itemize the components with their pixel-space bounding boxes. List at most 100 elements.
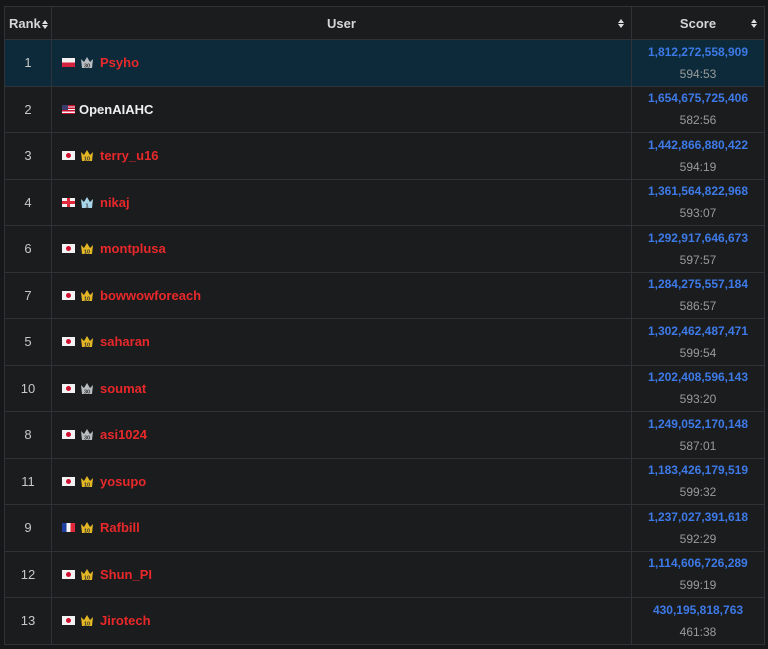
user-cell: 10 montplusa (51, 225, 632, 273)
submission-time: 594:19 (679, 159, 717, 174)
rank-cell: 11 (4, 457, 52, 505)
rating-crown-icon: 10 (81, 336, 93, 349)
rank-cell: 13 (4, 597, 52, 645)
score-cell: 1,654,675,725,406 582:56 (631, 85, 765, 133)
score-points[interactable]: 1,249,052,170,148 (647, 416, 749, 431)
crown-number: 30 (84, 436, 90, 442)
crown-number: 10 (84, 296, 90, 302)
flag-icon (62, 197, 75, 207)
table-row: 6 10 montplusa 1,292,917,646,673 597:57 (4, 225, 765, 273)
user-cell: 1 nikaj (51, 178, 632, 226)
score-header-label: Score (679, 15, 717, 31)
user-cell: 30 Psyho (51, 39, 632, 87)
sort-icon[interactable] (618, 19, 625, 28)
user-cell: OpenAIAHC (51, 85, 632, 133)
score-points[interactable]: 1,292,917,646,673 (647, 230, 749, 245)
rating-crown-icon: 10 (81, 243, 93, 256)
flag-icon (62, 569, 75, 579)
user-link[interactable]: terry_u16 (100, 148, 159, 164)
table-row: 4 1 nikaj 1,361,564,822,968 593:07 (4, 178, 765, 226)
sort-icon[interactable] (751, 19, 758, 28)
score-points[interactable]: 1,237,027,391,618 (647, 509, 749, 524)
rating-crown-icon: 10 (81, 568, 93, 581)
user-link[interactable]: Rafbill (100, 520, 140, 536)
submission-time: 593:07 (679, 206, 717, 221)
rating-crown-icon: 30 (81, 429, 93, 442)
user-cell: 30 asi1024 (51, 411, 632, 459)
flag-icon (62, 151, 75, 161)
submission-time: 586:57 (679, 299, 717, 314)
user-link[interactable]: yosupo (100, 473, 147, 489)
leaderboard-table: Rank User Score 1 30 Psyho 1,812,272,558… (4, 6, 765, 645)
user-header-label: User (327, 15, 356, 31)
crown-number: 30 (84, 389, 90, 395)
table-row: 8 30 asi1024 1,249,052,170,148 587:01 (4, 411, 765, 459)
crown-number: 30 (84, 64, 90, 70)
submission-time: 597:57 (679, 252, 717, 267)
user-cell: 10 Shun_PI (51, 550, 632, 598)
score-column-header[interactable]: Score (631, 6, 765, 40)
rating-crown-icon: 10 (81, 615, 93, 628)
user-cell: 10 Jirotech (51, 597, 632, 645)
rank-cell: 10 (4, 364, 52, 412)
user-link[interactable]: montplusa (100, 241, 166, 257)
table-row: 9 10 Rafbill 1,237,027,391,618 592:29 (4, 504, 765, 552)
user-link[interactable]: Shun_PI (100, 566, 153, 582)
rank-cell: 6 (4, 225, 52, 273)
score-cell: 1,442,866,880,422 594:19 (631, 132, 765, 180)
score-points[interactable]: 1,114,606,726,289 (648, 556, 748, 571)
crown-number: 10 (84, 622, 90, 628)
score-points[interactable]: 1,654,675,725,406 (647, 91, 749, 106)
table-row: 5 10 saharan 1,302,462,487,471 599:54 (4, 318, 765, 366)
table-row: 7 10 bowwowforeach 1,284,275,557,184 586… (4, 271, 765, 319)
user-link[interactable]: OpenAIAHC (79, 101, 154, 117)
score-cell: 1,292,917,646,673 597:57 (631, 225, 765, 273)
rank-cell: 5 (4, 318, 52, 366)
rating-crown-icon: 30 (81, 382, 93, 395)
score-points[interactable]: 1,284,275,557,184 (647, 277, 749, 292)
score-points[interactable]: 1,361,564,822,968 (647, 184, 749, 199)
user-link[interactable]: Jirotech (100, 613, 151, 629)
score-points[interactable]: 1,442,866,880,422 (647, 137, 749, 152)
crown-number: 10 (84, 575, 90, 581)
user-link[interactable]: nikaj (100, 194, 130, 210)
user-link[interactable]: Psyho (100, 55, 140, 71)
crown-number: 10 (84, 157, 90, 163)
flag-icon (62, 383, 75, 393)
user-cell: 10 saharan (51, 318, 632, 366)
flag-icon (62, 58, 75, 68)
rating-crown-icon: 10 (81, 289, 93, 302)
score-cell: 1,202,408,596,143 593:20 (631, 364, 765, 412)
rank-cell: 3 (4, 132, 52, 180)
score-cell: 430,195,818,763 461:38 (631, 597, 765, 645)
user-link[interactable]: asi1024 (100, 427, 147, 443)
flag-icon (62, 430, 75, 440)
submission-time: 461:38 (679, 624, 717, 639)
rating-crown-icon: 10 (81, 150, 93, 163)
score-cell: 1,361,564,822,968 593:07 (631, 178, 765, 226)
score-points[interactable]: 1,302,462,487,471 (647, 323, 749, 338)
submission-time: 594:53 (679, 66, 717, 81)
user-link[interactable]: soumat (100, 380, 147, 396)
submission-time: 599:19 (679, 578, 717, 593)
score-cell: 1,237,027,391,618 592:29 (631, 504, 765, 552)
sort-icon[interactable] (41, 19, 49, 29)
score-points[interactable]: 430,195,818,763 (652, 602, 744, 617)
user-link[interactable]: bowwowforeach (100, 287, 202, 303)
user-cell: 10 Rafbill (51, 504, 632, 552)
rank-column-header[interactable]: Rank (4, 6, 52, 40)
user-column-header[interactable]: User (51, 6, 632, 40)
score-points[interactable]: 1,183,426,179,519 (647, 463, 749, 478)
crown-number: 10 (84, 529, 90, 535)
crown-number: 10 (84, 482, 90, 488)
rank-cell: 8 (4, 411, 52, 459)
flag-icon (62, 104, 75, 114)
crown-number: 10 (84, 250, 90, 256)
user-link[interactable]: saharan (100, 334, 150, 350)
score-points[interactable]: 1,202,408,596,143 (647, 370, 749, 385)
flag-icon (62, 337, 75, 347)
crown-number: 10 (84, 343, 90, 349)
submission-time: 599:32 (679, 485, 717, 500)
submission-time: 599:54 (679, 345, 717, 360)
score-points[interactable]: 1,812,272,558,909 (647, 44, 749, 59)
